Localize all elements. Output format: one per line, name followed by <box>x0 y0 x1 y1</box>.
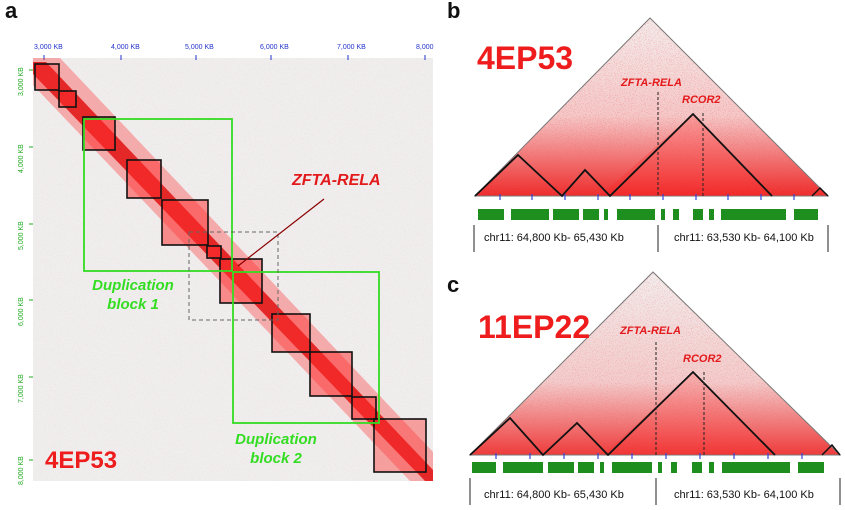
tad-fills <box>35 64 426 472</box>
region-right-c: chr11: 63,530 Kb- 64,100 Kb <box>674 489 814 501</box>
duplication-block-1-label: Duplication block 1 <box>68 276 198 314</box>
ticks-b <box>499 194 795 200</box>
gene2-label-b: RCOR2 <box>682 94 721 106</box>
x-tick-label: 4,000 KB <box>111 44 140 51</box>
x-tick-label: 6,000 KB <box>260 44 289 51</box>
duplication-block-1-line2: block 1 <box>107 296 159 313</box>
x-tick-label: 7,000 KB <box>337 44 366 51</box>
duplication-block-2-line2: block 2 <box>250 450 302 467</box>
fusion-pointer-line <box>237 198 325 267</box>
panel-b-label: b <box>447 0 461 23</box>
x-tick-marks <box>43 55 426 60</box>
y-tick-marks <box>29 69 33 461</box>
tad-boxes <box>34 63 427 473</box>
fusion-region-box <box>188 231 279 321</box>
annotation-track-b <box>478 209 818 220</box>
duplication-block-2-label: Duplication block 2 <box>211 430 341 468</box>
duplication-block-1-line1: Duplication <box>92 277 174 294</box>
panel-c-label: c <box>447 272 460 297</box>
tad-outline-c <box>469 370 776 457</box>
tad-outline-b <box>474 112 773 198</box>
x-tick-label: 5,000 KB <box>185 44 214 51</box>
x-tick-label: 8,000 <box>416 44 434 51</box>
duplication-block-2-line1: Duplication <box>235 431 317 448</box>
ticks-c <box>495 453 803 459</box>
gene2-label-c: RCOR2 <box>683 353 722 365</box>
sample-label-a: 4EP53 <box>45 447 118 474</box>
sample-label-b: 4EP53 <box>477 40 574 76</box>
gene1-label-b: ZFTA-RELA <box>621 77 682 89</box>
fusion-label-a: ZFTA-RELA <box>292 172 381 189</box>
region-left-c: chr11: 64,800 Kb- 65,430 Kb <box>484 489 624 501</box>
x-tick-label: 3,000 KB <box>34 44 63 51</box>
panel-a-label: a <box>5 0 18 23</box>
region-right-b: chr11: 63,530 Kb- 64,100 Kb <box>674 232 814 244</box>
duplication-block-1-box <box>83 118 233 272</box>
sample-label-c: 11EP22 <box>478 309 591 345</box>
duplication-block-2-box <box>232 271 380 424</box>
gene1-label-c: ZFTA-RELA <box>620 325 681 337</box>
region-left-b: chr11: 64,800 Kb- 65,430 Kb <box>484 232 624 244</box>
annotation-track-c <box>472 462 824 473</box>
heatmap-x-axis: 3,000 KB 4,000 KB 5,000 KB 6,000 KB 7,00… <box>0 0 845 60</box>
